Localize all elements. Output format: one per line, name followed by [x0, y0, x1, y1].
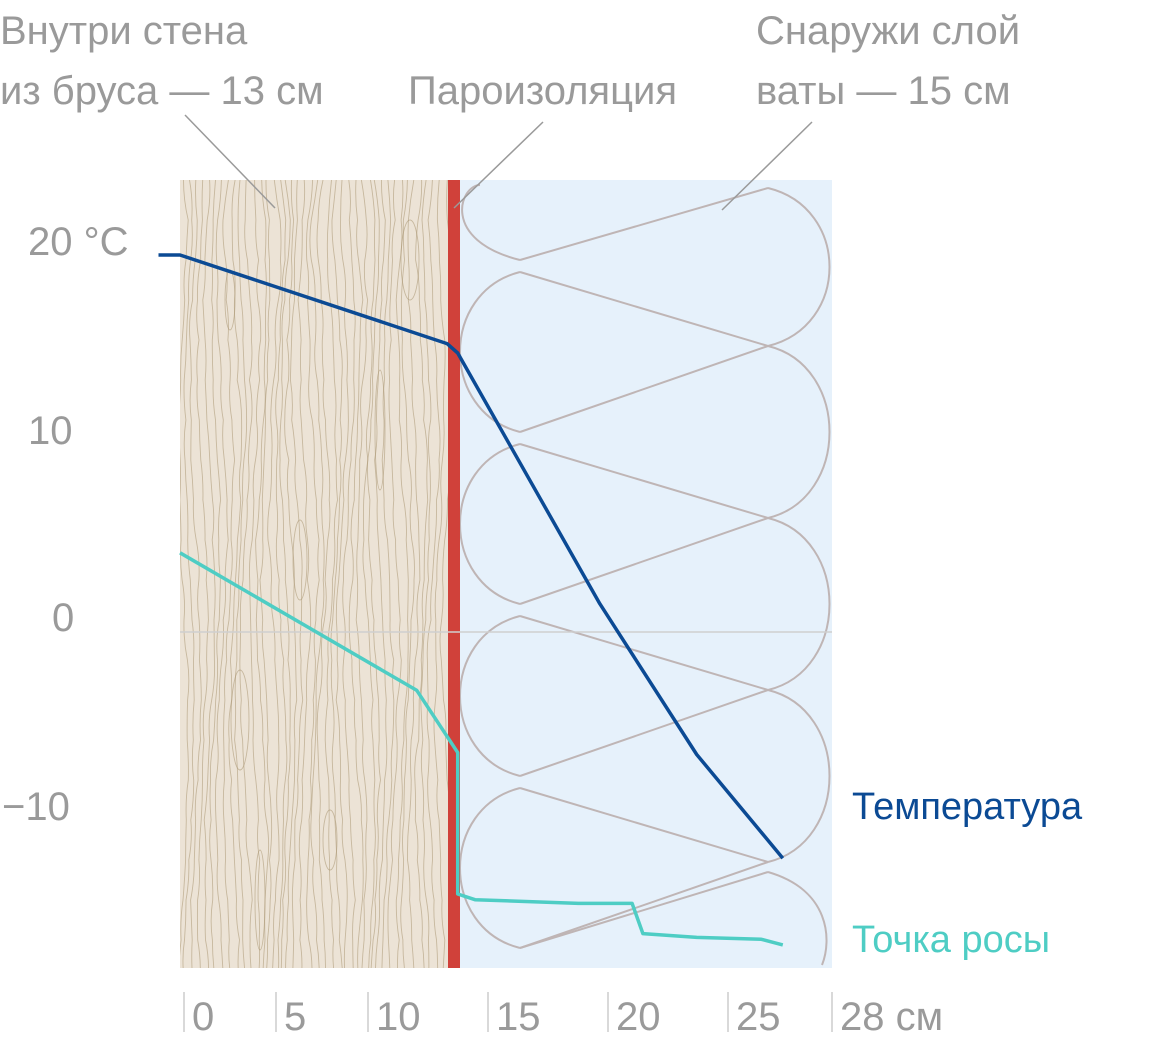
- x-tick-label: 0: [192, 995, 214, 1039]
- insulation-fiber: [459, 271, 521, 433]
- wood-knot: [400, 219, 420, 301]
- vapor-leader-line: [453, 121, 544, 209]
- insulation-fiber: [767, 187, 831, 347]
- wood-grain-line: [439, 180, 448, 793]
- outside-layer-label-line1: Снаружи слой: [756, 9, 1020, 53]
- insulation-fiber: [767, 345, 831, 519]
- wood-grain-line: [209, 180, 222, 968]
- x-axis: 0 5 10 15 20 25 28 см: [183, 992, 943, 1039]
- wood-grain-line: [284, 180, 298, 968]
- wood-grain-line: [406, 180, 421, 968]
- wood-grain-line: [305, 180, 320, 968]
- insulation-fiber: [519, 187, 769, 261]
- wood-grain-line: [335, 180, 349, 968]
- insulation-fiber: [519, 615, 769, 691]
- wood-grain-line: [259, 180, 273, 968]
- wood-grain-line: [420, 180, 432, 968]
- wood-grain-line: [239, 180, 253, 968]
- insulation-fiber: [519, 871, 769, 949]
- wood-grain-line: [433, 180, 446, 968]
- wood-knot: [322, 809, 338, 871]
- vapor-barrier-label: Пароизоляция: [408, 69, 677, 113]
- wood-grain-line: [249, 180, 262, 968]
- wood-grain-line: [316, 180, 331, 968]
- wood-grain-line: [255, 180, 270, 968]
- insulation-fiber: [519, 787, 769, 863]
- wood-grain: [180, 180, 448, 968]
- wood-grain-line: [426, 180, 441, 968]
- wood-grain-line: [297, 180, 312, 968]
- wood-grain-line: [279, 180, 291, 968]
- x-tick-label: 5: [284, 995, 306, 1039]
- wood-grain-line: [189, 180, 202, 968]
- inside-layer-label-line2: из бруса — 13 см: [0, 69, 324, 113]
- wood-grain-line: [362, 180, 376, 968]
- insulation-fiber: [519, 443, 769, 519]
- wood-grain-line: [289, 180, 304, 968]
- dew-point-series-label: Точка росы: [852, 919, 1050, 961]
- insulation-fiber: [519, 861, 769, 949]
- insulation-fiber: [519, 345, 769, 433]
- wood-grain-line: [267, 180, 282, 968]
- y-tick-label: −10: [2, 785, 70, 829]
- temperature-line: [158, 253, 785, 860]
- insulation-fiber: [461, 184, 521, 261]
- wood-grain-line: [414, 180, 429, 968]
- outside-layer-label-line2: ваты — 15 см: [756, 69, 1011, 113]
- wood-grain-line: [387, 180, 402, 968]
- inside-leader-line: [184, 114, 276, 209]
- insulation-fiber: [767, 517, 831, 691]
- y-tick-label: 10: [28, 409, 73, 453]
- wood-grain-line: [348, 180, 364, 968]
- insulation-fiber: [519, 271, 769, 347]
- wood-grain-line: [400, 180, 415, 968]
- wood-grain-line: [355, 180, 369, 968]
- wood-grain-line: [324, 180, 338, 968]
- x-tick-label: 25: [736, 995, 781, 1039]
- insulation-fiber: [767, 689, 831, 863]
- wood-grain-line: [275, 180, 288, 968]
- insulation-fiber: [767, 871, 828, 966]
- wood-grain-line: [309, 180, 325, 968]
- insulation-fiber: [459, 787, 521, 949]
- wood-grain-line: [395, 180, 409, 968]
- wood-knot: [374, 369, 386, 491]
- wood-grain-line: [367, 180, 381, 968]
- wood-grain-line: [222, 180, 236, 968]
- insulation-fiber: [519, 517, 769, 605]
- dew-point-line: [179, 551, 784, 947]
- y-tick-label: 20 °C: [28, 220, 129, 264]
- insulation-pattern: [459, 184, 831, 966]
- wood-grain-line: [381, 180, 395, 968]
- x-tick-label: 20: [616, 995, 661, 1039]
- wood-knot: [230, 669, 250, 771]
- wood-grain-line: [196, 180, 209, 968]
- wood-knot: [292, 519, 308, 601]
- insulation-fiber: [519, 689, 769, 777]
- wood-grain-line: [234, 180, 248, 968]
- x-tick-label: 15: [496, 995, 541, 1039]
- wood-grain-line: [202, 180, 216, 968]
- temperature-series-label: Температура: [852, 786, 1083, 828]
- wood-grain-line: [180, 180, 190, 957]
- x-tick-label: 10: [376, 995, 421, 1039]
- inside-layer-label-line1: Внутри стена: [0, 9, 248, 53]
- wood-knot: [254, 849, 266, 951]
- insulation-fiber: [459, 443, 521, 605]
- wood-grain-line: [182, 180, 195, 968]
- wood-grain-line: [374, 180, 388, 968]
- y-tick-label: 0: [52, 596, 74, 640]
- insulation-layer: [459, 180, 832, 968]
- insulation-fiber: [459, 615, 521, 777]
- x-tick-label: 28 см: [840, 995, 943, 1039]
- outside-leader-line: [721, 121, 813, 211]
